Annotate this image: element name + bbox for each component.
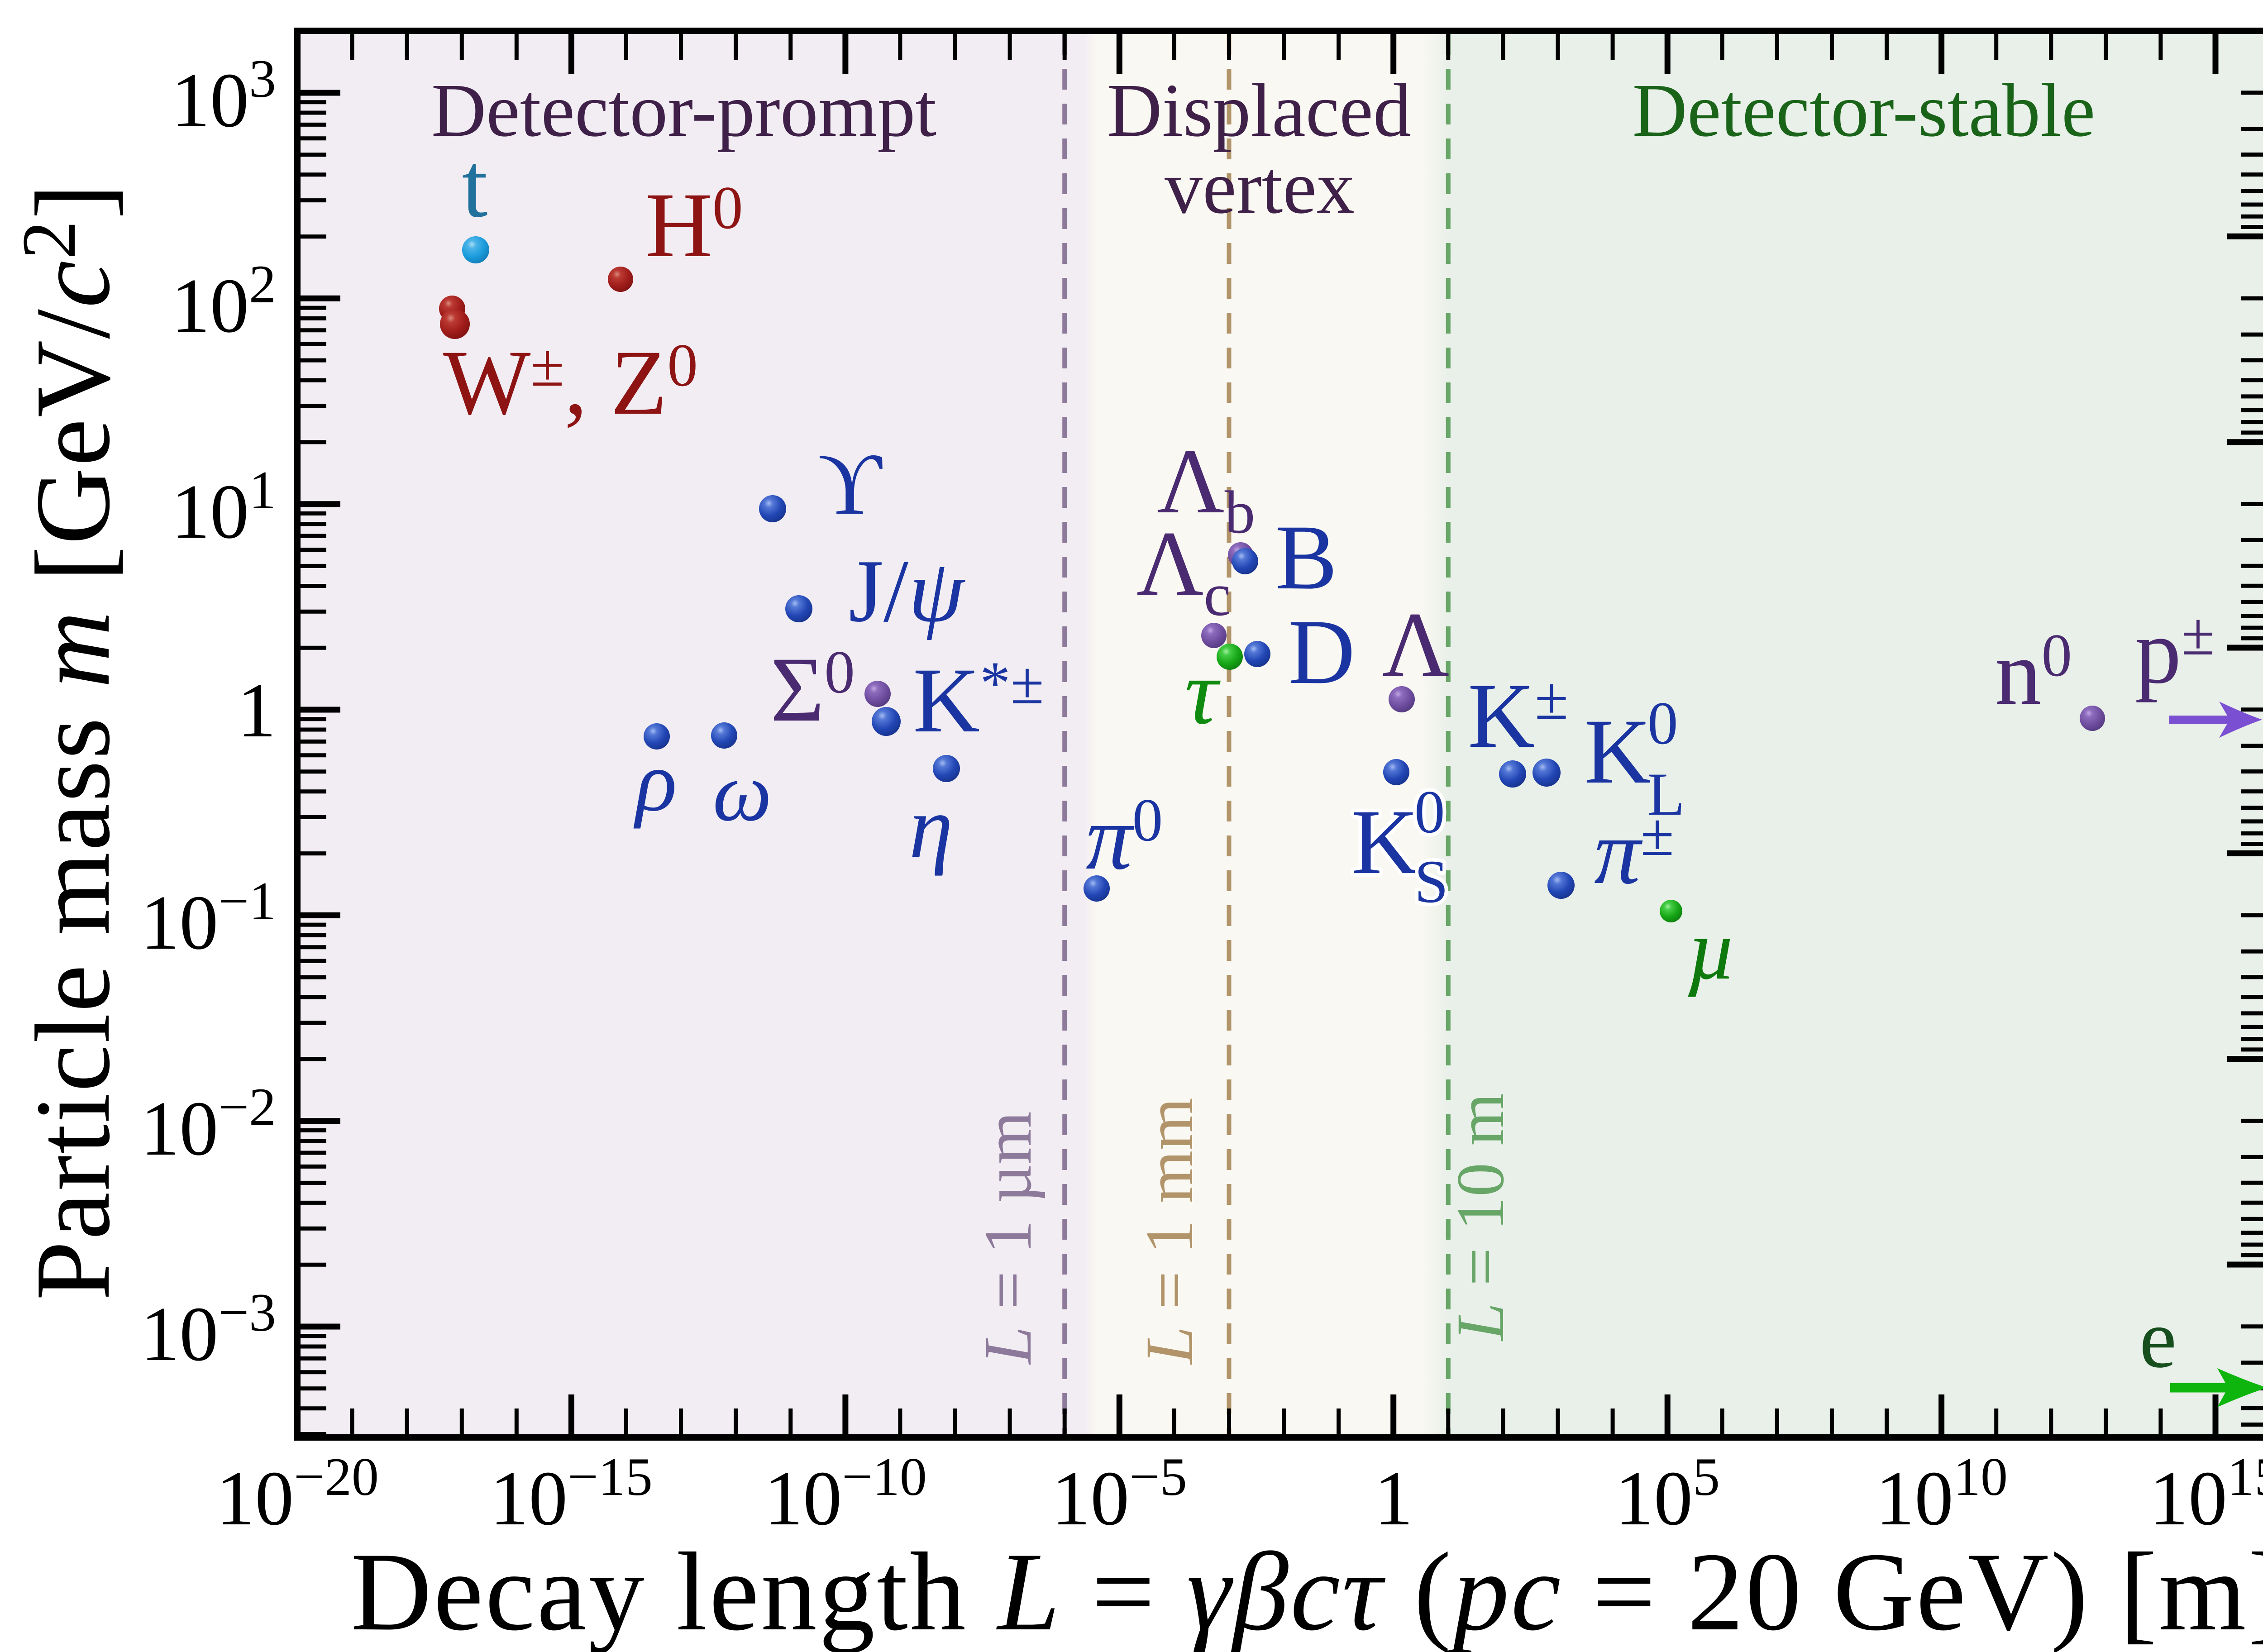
svg-text:Displaced: Displaced bbox=[1107, 68, 1411, 153]
svg-text:1: 1 bbox=[1374, 1456, 1413, 1542]
svg-text:η: η bbox=[909, 778, 953, 876]
svg-text:t: t bbox=[462, 134, 488, 237]
svg-text:102: 102 bbox=[171, 254, 276, 349]
svg-text:10−1: 10−1 bbox=[140, 871, 276, 966]
svg-text:10−2: 10−2 bbox=[140, 1077, 276, 1172]
svg-text:K±: K± bbox=[1468, 664, 1568, 767]
svg-text:ω: ω bbox=[713, 746, 772, 839]
svg-text:10−20: 10−20 bbox=[216, 1447, 379, 1542]
svg-text:Detector-stable: Detector-stable bbox=[1633, 68, 2096, 153]
svg-text:Detector-prompt: Detector-prompt bbox=[431, 68, 936, 153]
svg-text:S: S bbox=[1414, 848, 1448, 916]
svg-text:τ: τ bbox=[1184, 641, 1221, 744]
svg-text:µ: µ bbox=[1687, 902, 1736, 998]
svg-text:Λb: Λb bbox=[1157, 430, 1255, 546]
svg-text:L: L bbox=[1647, 761, 1685, 828]
svg-text:10−15: 10−15 bbox=[490, 1447, 653, 1542]
svg-text:Particle mass m [GeV/c2]: Particle mass m [GeV/c2] bbox=[6, 182, 132, 1300]
svg-text:L = 1 mm: L = 1 mm bbox=[1132, 1098, 1207, 1365]
svg-text:K: K bbox=[1351, 791, 1418, 893]
svg-text:101: 101 bbox=[171, 460, 276, 555]
svg-text:0: 0 bbox=[1414, 778, 1445, 846]
svg-text:J/ψ: J/ψ bbox=[849, 541, 965, 640]
svg-text:B: B bbox=[1275, 506, 1337, 609]
svg-text:10−3: 10−3 bbox=[140, 1282, 276, 1377]
svg-text:1: 1 bbox=[237, 668, 276, 754]
svg-text:1010: 1010 bbox=[1876, 1447, 2008, 1542]
svg-text:0: 0 bbox=[1647, 690, 1678, 757]
svg-text:103: 103 bbox=[171, 48, 276, 143]
svg-text:1015: 1015 bbox=[2149, 1447, 2263, 1542]
svg-text:L = 10 m: L = 10 m bbox=[1443, 1093, 1518, 1342]
svg-text:10−5: 10−5 bbox=[1051, 1447, 1187, 1542]
svg-text:π0: π0 bbox=[1086, 786, 1163, 889]
svg-text:K: K bbox=[1584, 700, 1651, 803]
svg-text:10−10: 10−10 bbox=[764, 1447, 927, 1542]
svg-text:L = 1 µm: L = 1 µm bbox=[970, 1111, 1046, 1365]
svg-text:p±: p± bbox=[2135, 600, 2215, 703]
svg-text:Λ: Λ bbox=[1382, 593, 1450, 696]
svg-text:105: 105 bbox=[1615, 1447, 1720, 1542]
svg-text:D: D bbox=[1288, 601, 1355, 703]
svg-text:W±, Z0: W±, Z0 bbox=[443, 331, 698, 434]
svg-text:ρ: ρ bbox=[633, 734, 677, 829]
svg-text:Decay length L = γβcτ (pc = 20: Decay length L = γβcτ (pc = 20 GeV) [m] bbox=[351, 1529, 2263, 1652]
svg-text:vertex: vertex bbox=[1165, 145, 1355, 229]
svg-text:e: e bbox=[2139, 1293, 2177, 1385]
svg-text:ϒ: ϒ bbox=[818, 435, 883, 533]
svg-text:π±: π± bbox=[1594, 801, 1674, 903]
